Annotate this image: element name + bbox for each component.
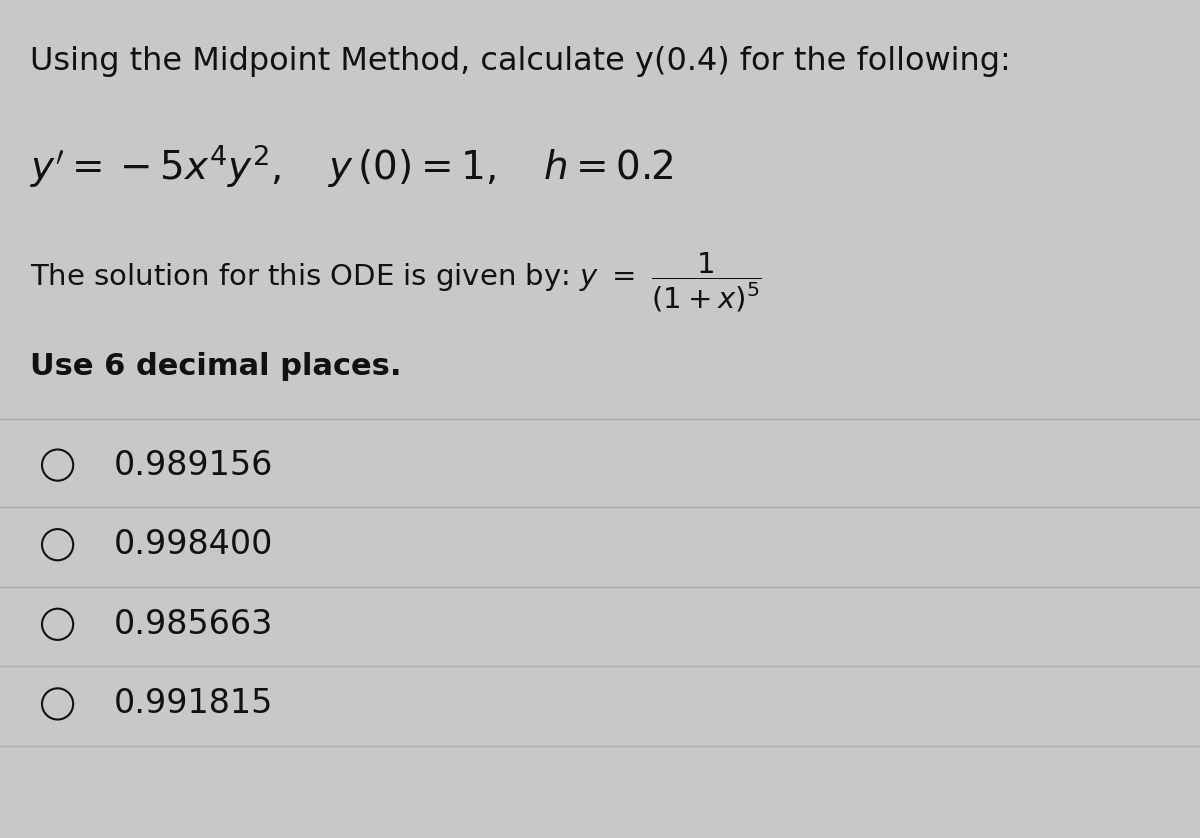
Text: The solution for this ODE is given by: $\mathit{y}\ =\ \dfrac{1}{(1+x)^5}$: The solution for this ODE is given by: $… <box>30 251 762 314</box>
Text: 0.989156: 0.989156 <box>114 448 274 482</box>
Text: $\mathit{y'} = -5x^4y^2, \quad y\,(0) = 1, \quad h = 0.2$: $\mathit{y'} = -5x^4y^2, \quad y\,(0) = … <box>30 142 673 190</box>
Text: Use 6 decimal places.: Use 6 decimal places. <box>30 352 402 381</box>
Text: Using the Midpoint Method, calculate y(0.4) for the following:: Using the Midpoint Method, calculate y(0… <box>30 46 1010 77</box>
Text: 0.991815: 0.991815 <box>114 687 274 721</box>
Text: 0.998400: 0.998400 <box>114 528 274 561</box>
Text: 0.985663: 0.985663 <box>114 608 274 641</box>
